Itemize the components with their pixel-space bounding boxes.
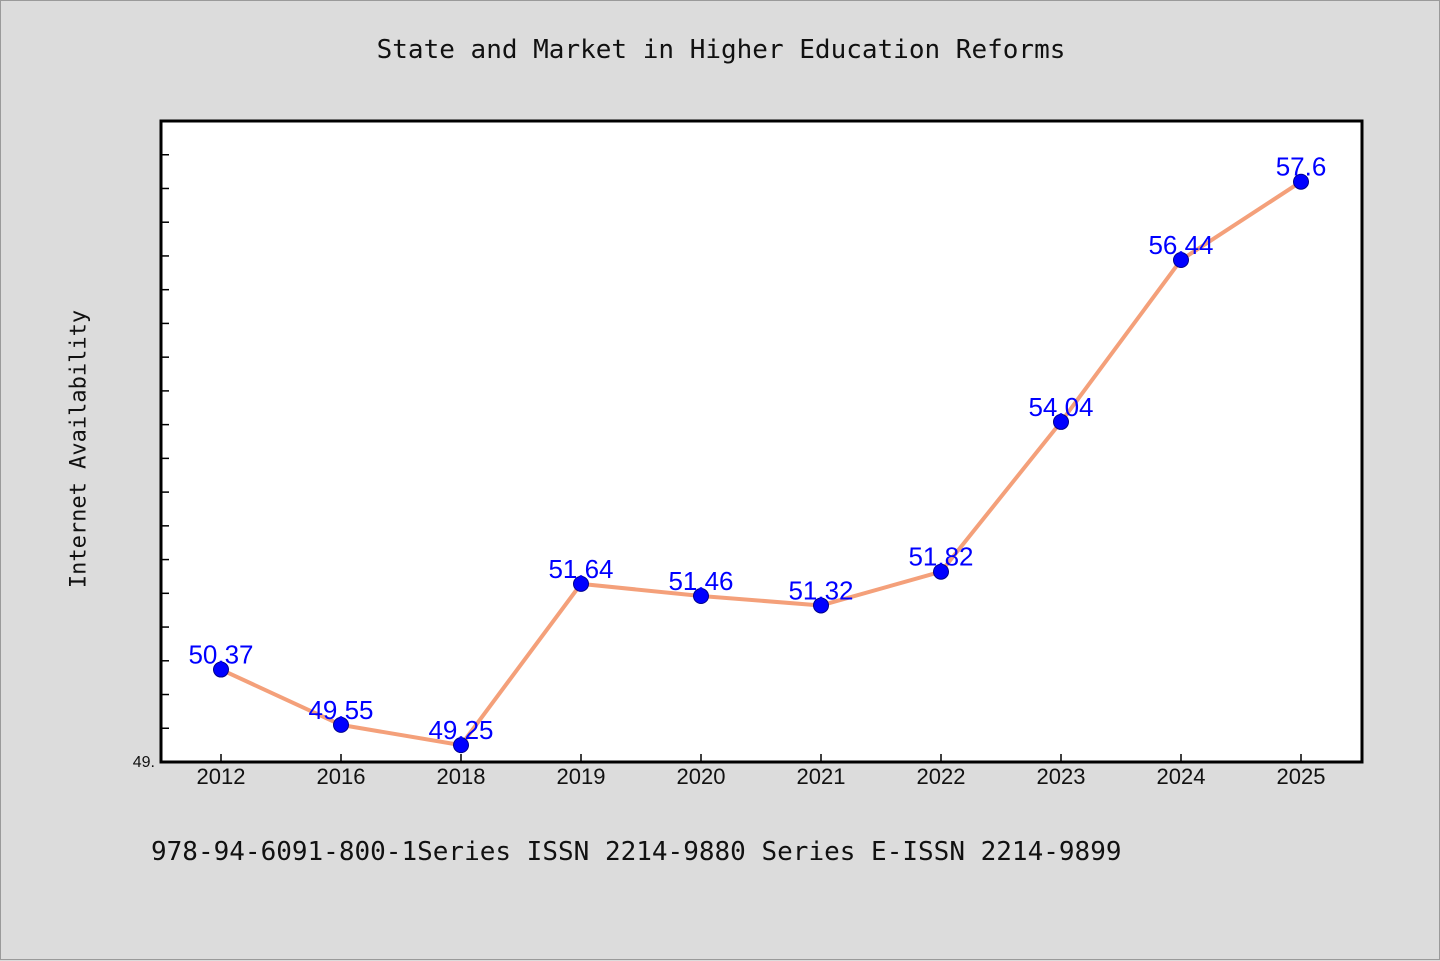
- data-point: [693, 588, 709, 605]
- data-point: [1173, 251, 1189, 268]
- x-tick-label: 2022: [917, 764, 966, 789]
- data-label: 50.37: [188, 640, 253, 670]
- data-point: [213, 661, 229, 678]
- data-label: 51.82: [908, 542, 973, 572]
- x-tick-label: 2012: [197, 764, 246, 789]
- data-point: [933, 563, 949, 580]
- data-label: 56.44: [1148, 230, 1213, 260]
- x-tick-label: 2016: [317, 764, 366, 789]
- data-point: [813, 597, 829, 614]
- x-ticks: 2012 2016 2018 2019 2020 2021 2022 2023 2024 2025: [197, 754, 1326, 789]
- data-point: [573, 575, 589, 592]
- x-tick-label: 2025: [1277, 764, 1326, 789]
- x-tick-label: 2023: [1037, 764, 1086, 789]
- data-label: 49.55: [308, 695, 373, 725]
- data-point: [1053, 413, 1069, 430]
- plot-area: [159, 119, 1364, 764]
- data-label: 57.6: [1276, 152, 1327, 182]
- x-tick-label: 2021: [797, 764, 846, 789]
- data-point: [453, 737, 469, 754]
- x-tick-label: 2019: [557, 764, 606, 789]
- data-label: 54.04: [1028, 392, 1093, 422]
- series-line: [220, 180, 1303, 748]
- x-tick-label: 2024: [1157, 764, 1206, 789]
- data-label: 51.32: [788, 575, 853, 605]
- data-label: 49.25: [428, 715, 493, 745]
- x-tick-label: 2018: [437, 764, 486, 789]
- data-point: [333, 716, 349, 733]
- x-tick-label: 2020: [677, 764, 726, 789]
- data-label: 51.64: [548, 554, 613, 584]
- series-layer: 50.37 49.55 49.25 51.64 51.46 51.32 51.82 54.04…: [188, 152, 1327, 754]
- data-label: 51.46: [668, 566, 733, 596]
- chart-title: State and Market in Higher Education Ref…: [376, 35, 1066, 65]
- y-ticks: [161, 120, 169, 763]
- y-min-tick-label: 49.: [133, 754, 155, 771]
- data-point: [1293, 173, 1309, 190]
- footer-note: 978-94-6091-800-1Series ISSN 2214-9880 S…: [151, 837, 1122, 867]
